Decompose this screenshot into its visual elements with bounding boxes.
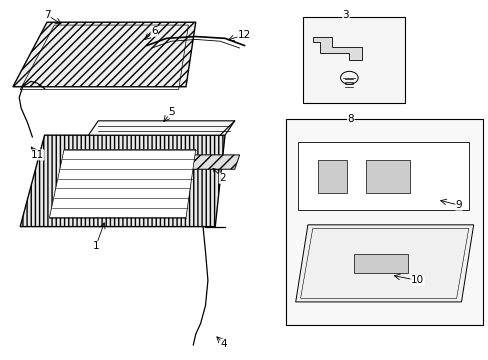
Text: 4: 4 — [220, 339, 227, 349]
Polygon shape — [13, 22, 195, 87]
Bar — [317, 160, 346, 193]
Polygon shape — [88, 121, 234, 135]
Text: 10: 10 — [410, 275, 423, 285]
Text: 11: 11 — [31, 150, 44, 160]
Bar — [298, 142, 468, 211]
Polygon shape — [49, 149, 195, 218]
Text: 2: 2 — [219, 173, 225, 183]
Text: 12: 12 — [237, 30, 251, 40]
Bar — [285, 119, 483, 325]
Text: 7: 7 — [43, 10, 50, 20]
Text: 3: 3 — [342, 10, 348, 20]
Bar — [366, 160, 409, 193]
Bar — [303, 17, 405, 103]
Bar — [353, 253, 407, 273]
Polygon shape — [295, 225, 473, 302]
Polygon shape — [176, 155, 239, 169]
Text: 8: 8 — [347, 114, 353, 124]
Text: 6: 6 — [151, 26, 157, 36]
Text: 5: 5 — [168, 107, 174, 117]
Text: 1: 1 — [92, 241, 99, 251]
Polygon shape — [20, 135, 224, 226]
Text: 9: 9 — [455, 200, 462, 210]
Polygon shape — [312, 37, 361, 60]
